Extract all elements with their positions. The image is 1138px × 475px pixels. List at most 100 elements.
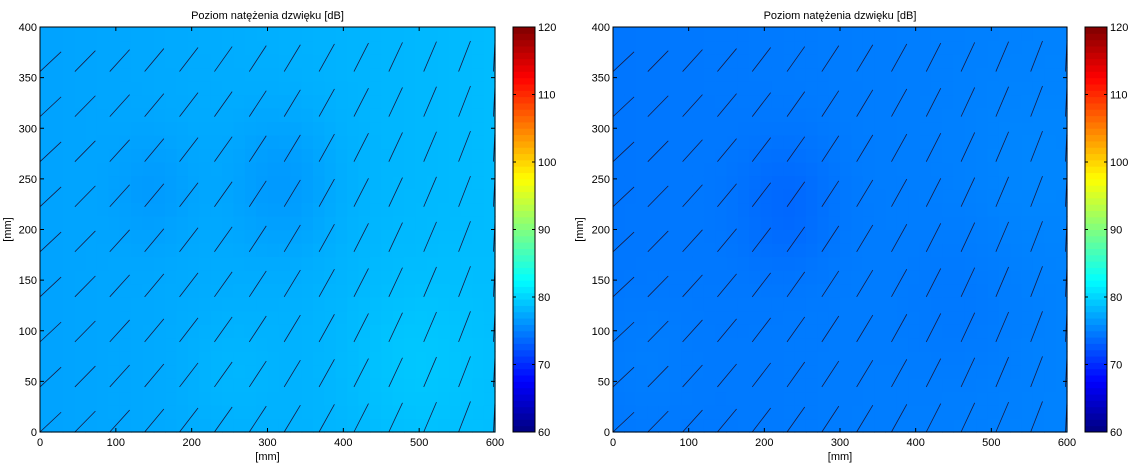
heatmap-cell bbox=[483, 135, 496, 150]
heatmap-cell bbox=[998, 67, 1011, 82]
heatmap-cell bbox=[426, 378, 439, 393]
heatmap-cell bbox=[324, 40, 337, 55]
heatmap-cell bbox=[335, 229, 348, 244]
vector-arrow bbox=[144, 138, 165, 162]
heatmap-cell bbox=[896, 243, 909, 258]
heatmap-cell bbox=[681, 391, 694, 406]
colorbar-segment bbox=[1085, 400, 1107, 408]
heatmap-cell bbox=[635, 108, 648, 123]
heatmap-cell bbox=[1010, 108, 1023, 123]
colorbar-segment bbox=[1085, 349, 1107, 357]
heatmap-cell bbox=[153, 202, 166, 217]
heatmap-cell bbox=[613, 121, 625, 136]
heatmap-cell bbox=[404, 148, 416, 163]
heatmap-cell bbox=[153, 81, 166, 96]
heatmap-cell bbox=[96, 40, 109, 55]
colorbar-tick-label: 110 bbox=[538, 90, 556, 102]
heatmap-cell bbox=[244, 270, 257, 285]
heatmap-cell bbox=[874, 283, 886, 298]
heatmap-cell bbox=[749, 229, 762, 244]
heatmap-cell bbox=[964, 297, 977, 312]
heatmap-cell bbox=[783, 175, 796, 190]
heatmap-cell bbox=[840, 270, 852, 285]
colorbar-segment bbox=[513, 229, 535, 237]
heatmap-cell bbox=[165, 405, 178, 420]
heatmap-cell bbox=[840, 324, 852, 339]
heatmap-cell bbox=[301, 202, 314, 217]
heatmap-cell bbox=[222, 337, 234, 352]
heatmap-cell bbox=[267, 283, 280, 298]
heatmap-cell bbox=[381, 216, 394, 231]
heatmap-cell bbox=[347, 94, 360, 109]
heatmap-cell bbox=[805, 310, 818, 325]
heatmap-cell bbox=[805, 391, 818, 406]
vector-arrow bbox=[423, 356, 437, 388]
heatmap-cell bbox=[51, 310, 64, 325]
heatmap-cell bbox=[392, 189, 405, 204]
heatmap-cell bbox=[647, 121, 659, 136]
heatmap-cell bbox=[1010, 391, 1023, 406]
heatmap-cell bbox=[233, 67, 246, 82]
vector-arrow bbox=[144, 408, 165, 433]
heatmap-cell bbox=[817, 337, 830, 352]
heatmap-cell bbox=[953, 351, 966, 366]
heatmap-cell bbox=[244, 297, 257, 312]
heatmap-cell bbox=[862, 418, 875, 433]
heatmap-cell bbox=[267, 229, 280, 244]
heatmap-cell bbox=[874, 351, 886, 366]
heatmap-cell bbox=[415, 351, 428, 366]
heatmap-cell bbox=[119, 40, 132, 55]
colorbar-tick-label: 110 bbox=[1110, 90, 1128, 102]
heatmap-cell bbox=[953, 310, 966, 325]
heatmap-cell bbox=[1010, 283, 1023, 298]
heatmap-cell bbox=[692, 378, 705, 393]
heatmap-cell bbox=[369, 324, 382, 339]
heatmap-cell bbox=[313, 148, 325, 163]
vector-arrow bbox=[318, 178, 335, 207]
heatmap-cell bbox=[96, 283, 109, 298]
heatmap-cell bbox=[874, 337, 886, 352]
heatmap-cell bbox=[415, 364, 428, 379]
heatmap-cell bbox=[472, 324, 485, 339]
heatmap-cell bbox=[737, 229, 750, 244]
colorbar-segment bbox=[513, 406, 535, 414]
heatmap-cell bbox=[805, 243, 818, 258]
heatmap-cell bbox=[669, 391, 682, 406]
heatmap-cell bbox=[131, 378, 143, 393]
heatmap-cell bbox=[851, 405, 864, 420]
heatmap-cell bbox=[828, 391, 841, 406]
heatmap-cell bbox=[942, 202, 955, 217]
heatmap-cell bbox=[290, 175, 303, 190]
heatmap-cell bbox=[703, 148, 716, 163]
heatmap-cell bbox=[613, 67, 625, 82]
heatmap-cell bbox=[794, 229, 807, 244]
heatmap-cell bbox=[976, 175, 989, 190]
heatmap-cell bbox=[942, 162, 955, 177]
heatmap-cell bbox=[635, 121, 648, 136]
heatmap-cell bbox=[964, 243, 977, 258]
vector-arrow bbox=[856, 179, 874, 207]
vector-arrow bbox=[283, 44, 301, 72]
heatmap-cell bbox=[1044, 351, 1057, 366]
heatmap-cell bbox=[817, 216, 830, 231]
heatmap-cell bbox=[760, 162, 773, 177]
heatmap-cell bbox=[737, 54, 750, 69]
heatmap-cell bbox=[142, 148, 155, 163]
heatmap-cell bbox=[783, 310, 796, 325]
heatmap-cell bbox=[715, 27, 728, 42]
heatmap-cell bbox=[919, 108, 932, 123]
heatmap-cell bbox=[472, 351, 485, 366]
heatmap-cell bbox=[460, 270, 473, 285]
heatmap-cell bbox=[142, 283, 155, 298]
colorbar-segment bbox=[513, 115, 535, 123]
heatmap-cell bbox=[805, 135, 818, 150]
vector-arrow bbox=[856, 224, 874, 252]
heatmap-cell bbox=[369, 229, 382, 244]
heatmap-cell bbox=[335, 81, 348, 96]
vector-arrow bbox=[214, 91, 233, 117]
heatmap-cell bbox=[1044, 405, 1057, 420]
heatmap-cell bbox=[85, 229, 98, 244]
heatmap-cell bbox=[976, 391, 989, 406]
colorbar-tick-label: 120 bbox=[1110, 22, 1128, 34]
heatmap-cell bbox=[74, 337, 87, 352]
